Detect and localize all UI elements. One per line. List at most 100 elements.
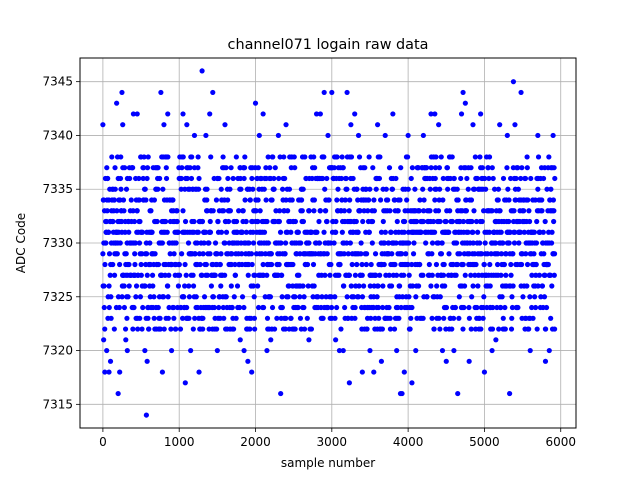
data-point [263, 197, 269, 203]
data-point [214, 326, 220, 332]
outlier-point [191, 132, 198, 139]
data-point [142, 186, 148, 192]
outlier-point [344, 89, 350, 96]
data-point [117, 240, 123, 246]
outlier-point [256, 132, 262, 139]
data-point [163, 165, 169, 171]
data-point [468, 165, 474, 171]
data-point [549, 229, 555, 235]
data-point [447, 208, 453, 214]
data-point [395, 208, 401, 214]
outlier-point [146, 326, 152, 332]
scatter-points [100, 68, 558, 418]
data-point [476, 315, 483, 321]
data-point [402, 218, 408, 225]
data-point [465, 186, 471, 192]
data-point [269, 197, 275, 203]
data-point [544, 186, 550, 192]
outlier-point [176, 175, 182, 182]
x-tick-label: 4000 [393, 435, 424, 449]
data-point [263, 165, 269, 171]
data-point [220, 208, 227, 214]
data-point [212, 272, 218, 278]
data-point [386, 304, 392, 311]
data-point [539, 283, 546, 289]
data-point [516, 240, 522, 246]
data-point [207, 251, 213, 257]
data-point [361, 208, 367, 214]
data-point [324, 175, 330, 182]
data-point [147, 294, 153, 300]
data-point [250, 283, 256, 289]
data-point [347, 240, 353, 246]
data-point [117, 261, 123, 268]
data-point [136, 175, 142, 182]
data-point [350, 175, 356, 182]
data-point [118, 186, 124, 192]
data-point [155, 186, 161, 192]
data-point [424, 294, 430, 300]
data-point [382, 229, 388, 235]
data-point [265, 240, 272, 246]
outlier-point [455, 390, 461, 397]
data-point [396, 283, 403, 289]
data-point [116, 304, 122, 311]
data-point [354, 261, 360, 268]
data-point [527, 218, 533, 225]
data-point [486, 229, 492, 235]
outlier-point [124, 347, 130, 354]
data-point [478, 326, 484, 332]
data-point [405, 261, 411, 268]
data-point [415, 165, 421, 171]
data-point [479, 165, 486, 171]
data-point [372, 315, 378, 321]
data-point [546, 154, 552, 160]
data-point [520, 294, 526, 300]
data-point [371, 208, 377, 214]
data-point [375, 304, 382, 311]
data-point [192, 251, 198, 257]
x-tick-label: 6000 [545, 435, 576, 449]
data-point [339, 154, 345, 160]
data-point [126, 229, 132, 235]
data-point [531, 229, 538, 235]
data-point [485, 165, 491, 171]
data-point [387, 326, 394, 332]
data-point [225, 218, 232, 225]
data-point [276, 218, 282, 225]
data-point [300, 218, 307, 225]
data-point [446, 229, 452, 235]
data-point [217, 315, 223, 321]
outlier-point [439, 347, 446, 354]
data-point [539, 208, 545, 214]
outlier-point [394, 347, 400, 354]
data-point [418, 229, 424, 235]
data-point [495, 251, 501, 257]
data-point [212, 240, 219, 246]
data-point [411, 240, 417, 246]
data-point [449, 154, 455, 160]
data-point [396, 315, 402, 321]
data-point [182, 218, 189, 225]
data-point [342, 197, 348, 203]
data-point [237, 175, 244, 182]
data-point [423, 240, 429, 246]
data-point [398, 304, 404, 311]
data-point [236, 304, 243, 311]
data-point [145, 315, 151, 321]
outlier-point [510, 79, 517, 85]
data-point [356, 283, 362, 289]
data-point [200, 251, 206, 257]
data-point [277, 208, 283, 214]
data-point [355, 229, 361, 235]
data-point [111, 197, 117, 203]
data-point [528, 175, 534, 182]
outlier-point [142, 347, 148, 354]
data-point [323, 294, 329, 300]
data-point [463, 197, 469, 203]
data-point [451, 175, 457, 182]
data-point [500, 315, 506, 321]
data-point [166, 272, 172, 278]
outlier-point [237, 337, 243, 343]
data-point [375, 283, 381, 289]
